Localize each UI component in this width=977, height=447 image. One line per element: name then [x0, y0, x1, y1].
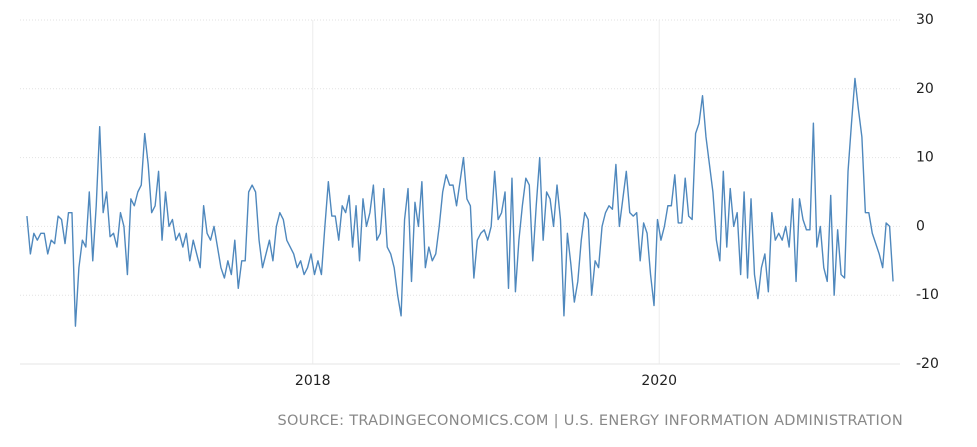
source-note: SOURCE: TRADINGECONOMICS.COM | U.S. ENER… — [277, 413, 903, 429]
x-tick-label: 2018 — [295, 373, 331, 389]
y-tick-label: 10 — [916, 150, 934, 166]
y-tick-label: -20 — [916, 356, 939, 372]
data-line — [26, 77, 894, 327]
y-tick-label: 30 — [916, 12, 934, 28]
y-tick-label: 20 — [916, 81, 934, 97]
x-tick-label: 2020 — [641, 373, 677, 389]
y-tick-label: 0 — [916, 218, 925, 234]
y-tick-label: -10 — [916, 287, 939, 303]
